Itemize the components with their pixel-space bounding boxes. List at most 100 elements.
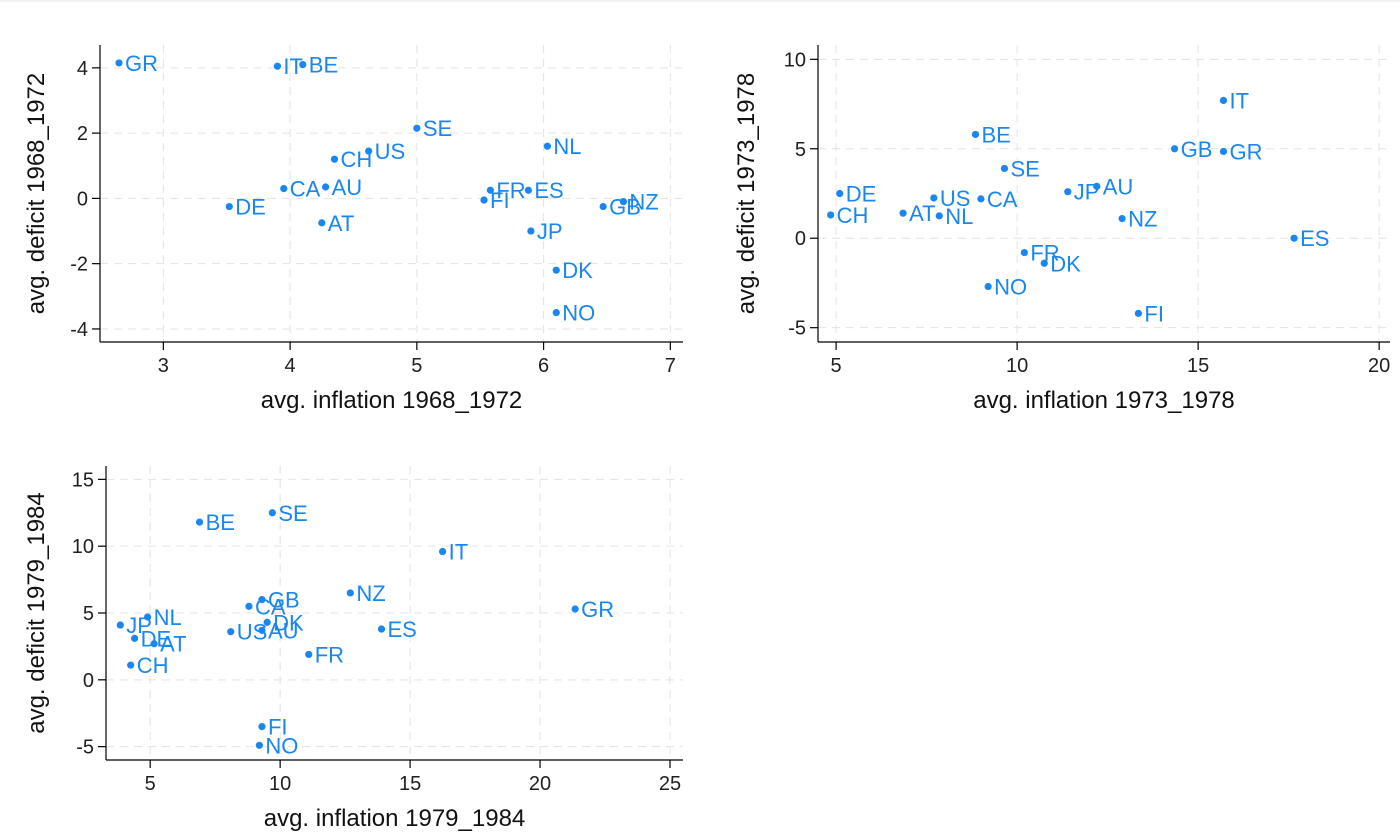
point-label-it: IT bbox=[1229, 88, 1249, 113]
data-point-fr bbox=[486, 186, 494, 194]
x-tick-label: 15 bbox=[399, 773, 421, 795]
y-axis-title: avg. deficit 1979_1984 bbox=[23, 492, 50, 734]
point-label-au: AU bbox=[1103, 174, 1134, 199]
y-tick-label: 10 bbox=[784, 49, 806, 71]
y-tick-label: -4 bbox=[70, 319, 88, 341]
data-point-se bbox=[1000, 164, 1009, 173]
point-label-se: SE bbox=[1010, 156, 1039, 181]
point-label-gr: GR bbox=[581, 597, 614, 622]
y-tick-label: 5 bbox=[795, 139, 806, 161]
point-label-au: AU bbox=[332, 175, 363, 200]
data-point-es bbox=[524, 186, 532, 194]
data-point-gr bbox=[115, 59, 123, 67]
y-tick-label: -2 bbox=[70, 254, 88, 276]
scatter-panel-1: 3 4 5 6 7 -4 -2 0 2 4 avg. inflation 1968_1972 avg.… bbox=[23, 45, 683, 414]
x-axis-title: avg. inflation 1979_1984 bbox=[264, 805, 526, 832]
point-label-de: DE bbox=[846, 182, 877, 207]
data-point-au bbox=[258, 626, 266, 634]
x-tick-label: 7 bbox=[665, 355, 676, 377]
data-point-fi bbox=[1134, 309, 1142, 317]
data-point-nz bbox=[619, 198, 628, 206]
x-tick-label: 15 bbox=[1187, 355, 1209, 377]
point-label-be: BE bbox=[206, 510, 235, 535]
point-label-no: NO bbox=[994, 275, 1027, 300]
data-point-fr bbox=[1020, 248, 1028, 257]
point-label-it: IT bbox=[283, 54, 303, 79]
data-point-se bbox=[413, 124, 421, 132]
x-tick-label: 5 bbox=[411, 355, 422, 377]
data-point-be bbox=[195, 518, 204, 526]
point-label-nz: NZ bbox=[629, 190, 658, 215]
point-label-nl: NL bbox=[945, 204, 973, 229]
point-label-no: NO bbox=[562, 301, 595, 326]
y-tick-label: 0 bbox=[83, 670, 94, 692]
x-axis-title: avg. inflation 1973_1978 bbox=[973, 387, 1235, 414]
point-label-se: SE bbox=[423, 116, 452, 141]
data-point-gr bbox=[1219, 147, 1228, 156]
point-label-de: DE bbox=[141, 626, 172, 651]
data-point-au bbox=[1093, 182, 1101, 190]
data-point-nl bbox=[935, 212, 943, 220]
y-tick-label: 2 bbox=[77, 123, 88, 145]
data-point-jp bbox=[1064, 188, 1072, 196]
data-point-es bbox=[377, 625, 386, 633]
point-label-at: AT bbox=[909, 201, 935, 226]
point-label-jp: JP bbox=[1074, 180, 1100, 205]
y-tick-label: 15 bbox=[72, 469, 94, 491]
point-label-no: NO bbox=[265, 733, 298, 758]
y-tick-label: -5 bbox=[76, 737, 94, 759]
y-tick-label: 5 bbox=[83, 603, 94, 625]
point-label-nz: NZ bbox=[356, 581, 385, 606]
point-label-ca: CA bbox=[987, 187, 1018, 212]
point-label-be: BE bbox=[309, 53, 338, 78]
point-label-es: ES bbox=[534, 178, 563, 203]
scatter-panel-3: 5 10 15 20 25 -5 0 5 10 15 avg. inflation 1979_198… bbox=[23, 466, 683, 832]
data-point-jp bbox=[527, 227, 535, 235]
y-tick-label: 10 bbox=[72, 536, 94, 558]
x-tick-label: 10 bbox=[1006, 355, 1028, 377]
x-tick-label: 25 bbox=[659, 773, 681, 795]
data-point-gb bbox=[258, 596, 266, 604]
point-label-gb: GB bbox=[268, 588, 300, 613]
data-point-gb bbox=[599, 202, 607, 211]
x-tick-label: 3 bbox=[158, 355, 169, 377]
data-point-ca bbox=[280, 185, 288, 193]
x-tick-label: 4 bbox=[285, 355, 296, 377]
point-label-nl: NL bbox=[154, 605, 182, 630]
data-point-ch bbox=[127, 661, 135, 669]
point-label-us: US bbox=[940, 186, 971, 211]
x-tick-label: 10 bbox=[269, 773, 291, 795]
data-point-nl bbox=[143, 613, 152, 621]
data-point-ch bbox=[330, 155, 339, 163]
point-label-be: BE bbox=[981, 122, 1010, 147]
point-label-at: AT bbox=[160, 632, 186, 657]
point-label-se: SE bbox=[278, 501, 307, 526]
data-point-nz bbox=[1118, 214, 1126, 223]
data-point-ch bbox=[827, 211, 835, 219]
data-point-gb bbox=[1170, 145, 1179, 153]
point-label-gb: GB bbox=[1181, 137, 1213, 162]
x-tick-label: 6 bbox=[538, 355, 549, 377]
point-label-dk: DK bbox=[273, 610, 304, 635]
point-label-fr: FR bbox=[496, 178, 525, 203]
y-axis-title: avg. deficit 1973_1978 bbox=[733, 73, 760, 315]
data-point-nl bbox=[543, 142, 551, 150]
point-label-us: US bbox=[237, 620, 268, 645]
point-label-ca: CA bbox=[290, 177, 321, 202]
point-label-ca: CA bbox=[255, 594, 286, 619]
data-point-dk bbox=[1040, 259, 1048, 267]
x-tick-label: 20 bbox=[529, 773, 551, 795]
x-tick-label: 20 bbox=[1368, 355, 1390, 377]
data-point-no bbox=[552, 309, 560, 317]
data-point-de bbox=[130, 634, 139, 642]
point-label-fr: FR bbox=[315, 642, 344, 667]
data-point-it bbox=[273, 62, 282, 70]
x-axis-title: avg. inflation 1968_1972 bbox=[261, 387, 523, 414]
point-label-dk: DK bbox=[1050, 251, 1081, 276]
data-point-fi bbox=[480, 196, 488, 204]
data-point-ca bbox=[245, 602, 253, 610]
data-point-fi bbox=[258, 722, 266, 731]
data-point-us bbox=[365, 147, 373, 155]
scatter-panel-2: 5 10 15 20 -5 0 5 10 avg. inflation 1973_1978 avg… bbox=[733, 45, 1390, 414]
